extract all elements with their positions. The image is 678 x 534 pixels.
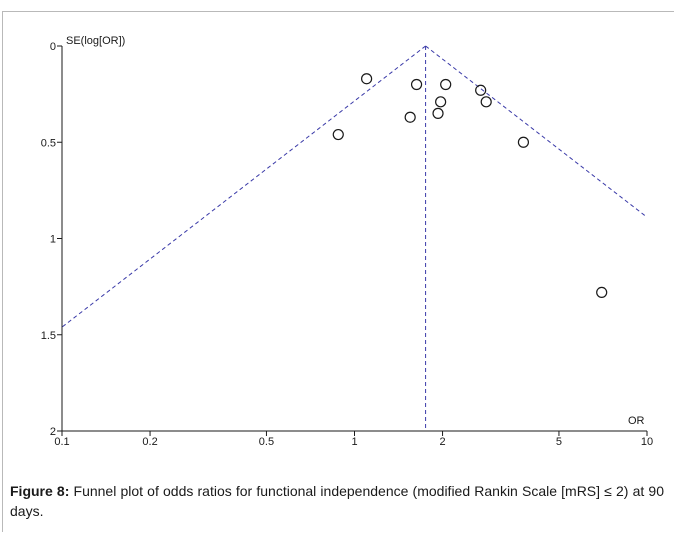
study-point: [432, 107, 444, 119]
study-point: [435, 96, 447, 108]
caption-label: Figure 8:: [10, 483, 70, 499]
study-point: [404, 111, 416, 123]
axes: 00.511.520.1 0.2 0.5 1 2 5 10: [41, 41, 653, 448]
y-tick-label: 1.5: [41, 330, 56, 342]
lower-confidence-limit: [61, 45, 426, 328]
y-axis-label: SE(log[OR]): [66, 35, 125, 47]
study-point: [517, 136, 530, 148]
x-tick-label: 0.5: [259, 436, 274, 448]
x-tick-label: 0.1: [54, 436, 69, 448]
study-point: [480, 96, 492, 108]
y-tick-label: 1: [50, 234, 56, 246]
study-point: [410, 78, 423, 91]
caption-text: Funnel plot of odds ratios for functiona…: [10, 483, 664, 519]
upper-confidence-limit: [425, 45, 648, 218]
study-point: [332, 128, 344, 141]
study-point: [361, 73, 373, 85]
x-tick-label: 0.2: [142, 436, 157, 448]
y-tick-label: 2: [50, 426, 56, 438]
figure-caption: Figure 8: Funnel plot of odds ratios for…: [10, 481, 664, 521]
x-axis-label: OR: [628, 415, 645, 427]
study-point: [440, 78, 452, 91]
x-tick-label: 10: [641, 436, 653, 448]
y-tick-label: 0.5: [41, 137, 56, 149]
x-tick-label: 1: [351, 436, 357, 448]
funnel-lines: [61, 45, 648, 431]
figure-frame: [2, 11, 674, 532]
x-tick-label: 5: [556, 436, 562, 448]
data-points: [332, 73, 608, 298]
y-tick-label: 0: [50, 41, 56, 53]
study-point: [475, 84, 487, 96]
study-point: [596, 286, 608, 298]
x-tick-label: 2: [439, 436, 445, 448]
funnel-plot: 00.511.520.1 0.2 0.5 1 2 5 10 SE(log[OR]) OR: [41, 35, 653, 448]
